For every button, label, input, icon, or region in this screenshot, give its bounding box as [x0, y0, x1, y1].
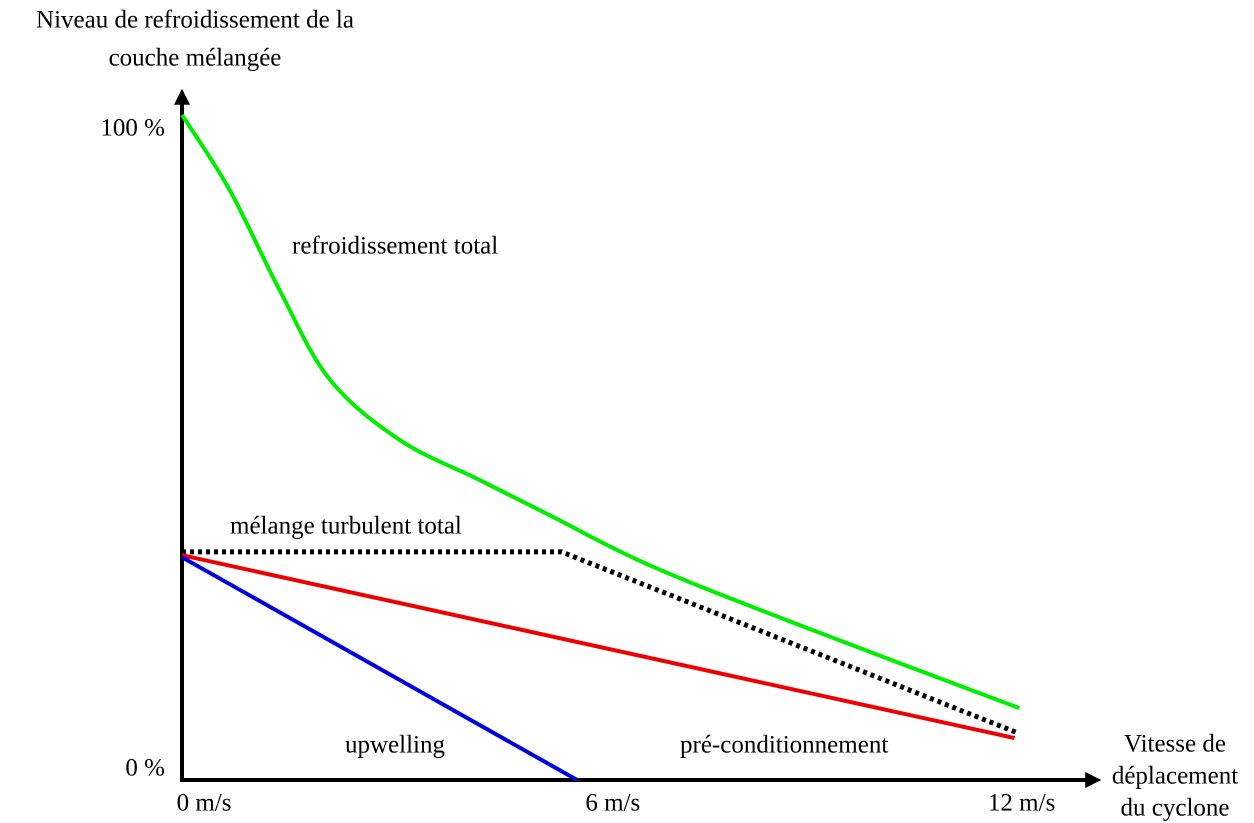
- series-label: pré-conditionnement: [680, 732, 888, 759]
- series-line: [180, 113, 1021, 711]
- x-axis-label: du cyclone: [1121, 795, 1230, 822]
- series-line: [181, 555, 579, 782]
- x-axis-label: Vitesse de: [1124, 731, 1226, 758]
- series-label: refroidissement total: [292, 233, 498, 260]
- y-axis-label: Niveau de refroidissement de la: [36, 7, 354, 34]
- y-tick-label: 0 %: [125, 755, 165, 782]
- y-axis-label: couche mélangée: [109, 45, 282, 72]
- x-tick-label: 6 m/s: [585, 790, 640, 817]
- series-label: mélange turbulent total: [230, 513, 462, 540]
- x-axis-label: déplacement: [1112, 763, 1238, 790]
- series-line: [181, 553, 1016, 741]
- x-tick-label: 12 m/s: [988, 790, 1055, 817]
- series-line: [182, 549, 1019, 736]
- y-tick-label: 100 %: [100, 115, 165, 142]
- series-label: upwelling: [345, 732, 445, 759]
- x-tick-label: 0 m/s: [177, 790, 232, 817]
